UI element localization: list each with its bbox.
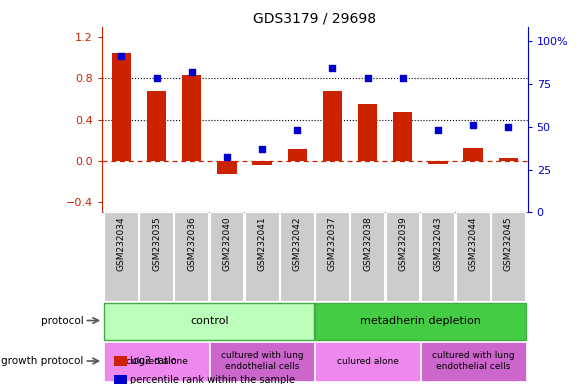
Bar bbox=[315, 343, 420, 381]
Point bbox=[328, 65, 337, 71]
Text: GSM232039: GSM232039 bbox=[398, 216, 408, 271]
Text: GSM232043: GSM232043 bbox=[433, 216, 442, 271]
Bar bbox=[358, 104, 377, 161]
Bar bbox=[104, 212, 138, 301]
Bar bbox=[315, 303, 525, 340]
Point bbox=[398, 75, 408, 81]
Bar bbox=[147, 91, 166, 161]
Bar bbox=[429, 161, 448, 164]
Text: percentile rank within the sample: percentile rank within the sample bbox=[130, 375, 295, 384]
Bar bbox=[323, 91, 342, 161]
Point bbox=[222, 154, 231, 161]
Bar bbox=[456, 212, 490, 301]
Bar bbox=[112, 53, 131, 161]
Bar bbox=[104, 303, 314, 340]
Bar bbox=[210, 343, 314, 381]
Bar bbox=[393, 113, 412, 161]
Bar bbox=[421, 343, 525, 381]
Text: GSM232037: GSM232037 bbox=[328, 216, 337, 271]
Point bbox=[468, 122, 477, 128]
Point bbox=[363, 75, 372, 81]
Text: GSM232036: GSM232036 bbox=[187, 216, 196, 271]
Title: GDS3179 / 29698: GDS3179 / 29698 bbox=[253, 12, 377, 26]
Point bbox=[433, 127, 442, 133]
Bar bbox=[491, 212, 525, 301]
Bar bbox=[280, 212, 314, 301]
Bar bbox=[350, 212, 384, 301]
Text: GSM232040: GSM232040 bbox=[222, 216, 231, 271]
Bar bbox=[245, 212, 279, 301]
Text: culured alone: culured alone bbox=[336, 356, 399, 366]
Bar bbox=[182, 75, 201, 161]
Text: GSM232038: GSM232038 bbox=[363, 216, 372, 271]
Bar bbox=[421, 212, 455, 301]
Text: GSM232042: GSM232042 bbox=[293, 216, 302, 271]
Point bbox=[258, 146, 267, 152]
Bar bbox=[174, 212, 208, 301]
Bar bbox=[315, 212, 349, 301]
Point bbox=[293, 127, 302, 133]
Point bbox=[152, 75, 161, 81]
Text: growth protocol: growth protocol bbox=[1, 356, 83, 366]
Point bbox=[117, 53, 126, 59]
Text: metadherin depletion: metadherin depletion bbox=[360, 316, 481, 326]
Bar bbox=[210, 212, 244, 301]
Text: cultured with lung
endothelial cells: cultured with lung endothelial cells bbox=[432, 351, 514, 371]
Text: log2 ratio: log2 ratio bbox=[130, 356, 177, 366]
Bar bbox=[385, 212, 419, 301]
Text: cultured with lung
endothelial cells: cultured with lung endothelial cells bbox=[221, 351, 303, 371]
Text: GSM232041: GSM232041 bbox=[258, 216, 266, 271]
Bar bbox=[463, 147, 483, 161]
Text: GSM232045: GSM232045 bbox=[504, 216, 513, 271]
Text: culured alone: culured alone bbox=[125, 356, 188, 366]
Text: GSM232044: GSM232044 bbox=[469, 216, 477, 271]
Point bbox=[504, 124, 513, 130]
Point bbox=[187, 68, 196, 74]
Text: GSM232035: GSM232035 bbox=[152, 216, 161, 271]
Bar bbox=[139, 212, 173, 301]
Bar bbox=[252, 161, 272, 165]
Text: protocol: protocol bbox=[41, 316, 83, 326]
Text: GSM232034: GSM232034 bbox=[117, 216, 126, 271]
Bar bbox=[287, 149, 307, 161]
Bar bbox=[498, 158, 518, 161]
Text: control: control bbox=[190, 316, 229, 326]
Bar bbox=[104, 343, 209, 381]
Bar bbox=[217, 161, 237, 174]
